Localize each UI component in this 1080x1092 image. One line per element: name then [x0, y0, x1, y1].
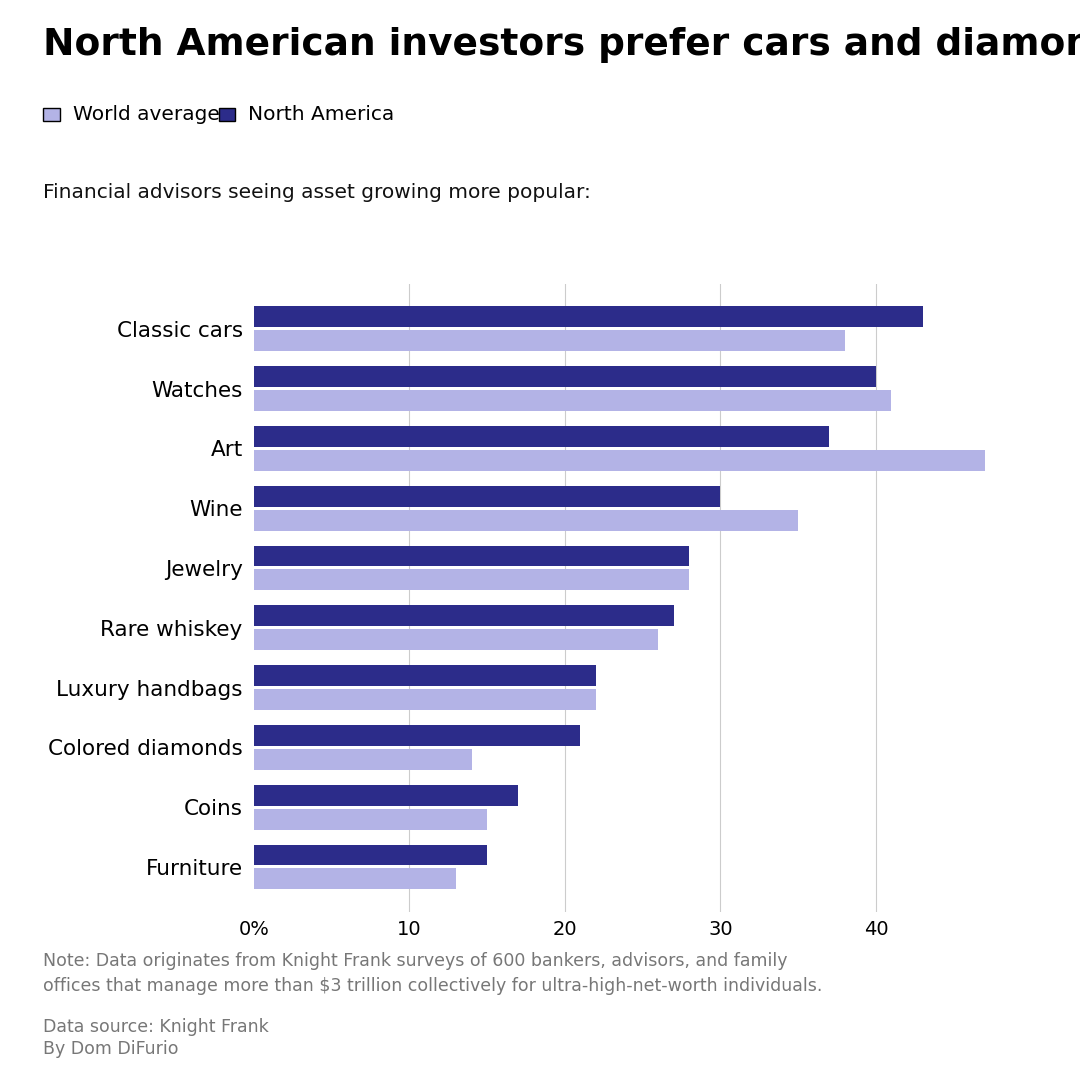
Bar — [254, 629, 658, 650]
Bar — [254, 426, 829, 447]
Bar — [254, 809, 487, 830]
Text: Financial advisors seeing asset growing more popular:: Financial advisors seeing asset growing … — [43, 183, 591, 202]
Bar — [254, 330, 845, 352]
Bar — [254, 450, 985, 471]
Bar — [254, 785, 518, 806]
Bar — [254, 689, 596, 710]
Bar — [254, 665, 596, 686]
Bar — [254, 307, 922, 328]
Bar — [254, 844, 487, 866]
Bar — [254, 546, 689, 567]
Text: Note: Data originates from Knight Frank surveys of 600 bankers, advisors, and fa: Note: Data originates from Knight Frank … — [43, 952, 823, 995]
Text: Data source: Knight Frank: Data source: Knight Frank — [43, 1018, 269, 1035]
Bar — [254, 366, 876, 387]
Text: By Dom DiFurio: By Dom DiFurio — [43, 1040, 178, 1057]
Bar — [254, 605, 674, 627]
Bar — [254, 390, 891, 411]
Bar — [254, 725, 580, 746]
Text: North American investors prefer cars and diamonds: North American investors prefer cars and… — [43, 27, 1080, 63]
Bar — [254, 569, 689, 591]
Text: World average: World average — [72, 105, 219, 124]
Bar — [254, 510, 798, 531]
Bar — [254, 749, 472, 770]
Bar — [254, 486, 720, 507]
Text: North America: North America — [248, 105, 394, 124]
Bar — [254, 868, 456, 889]
